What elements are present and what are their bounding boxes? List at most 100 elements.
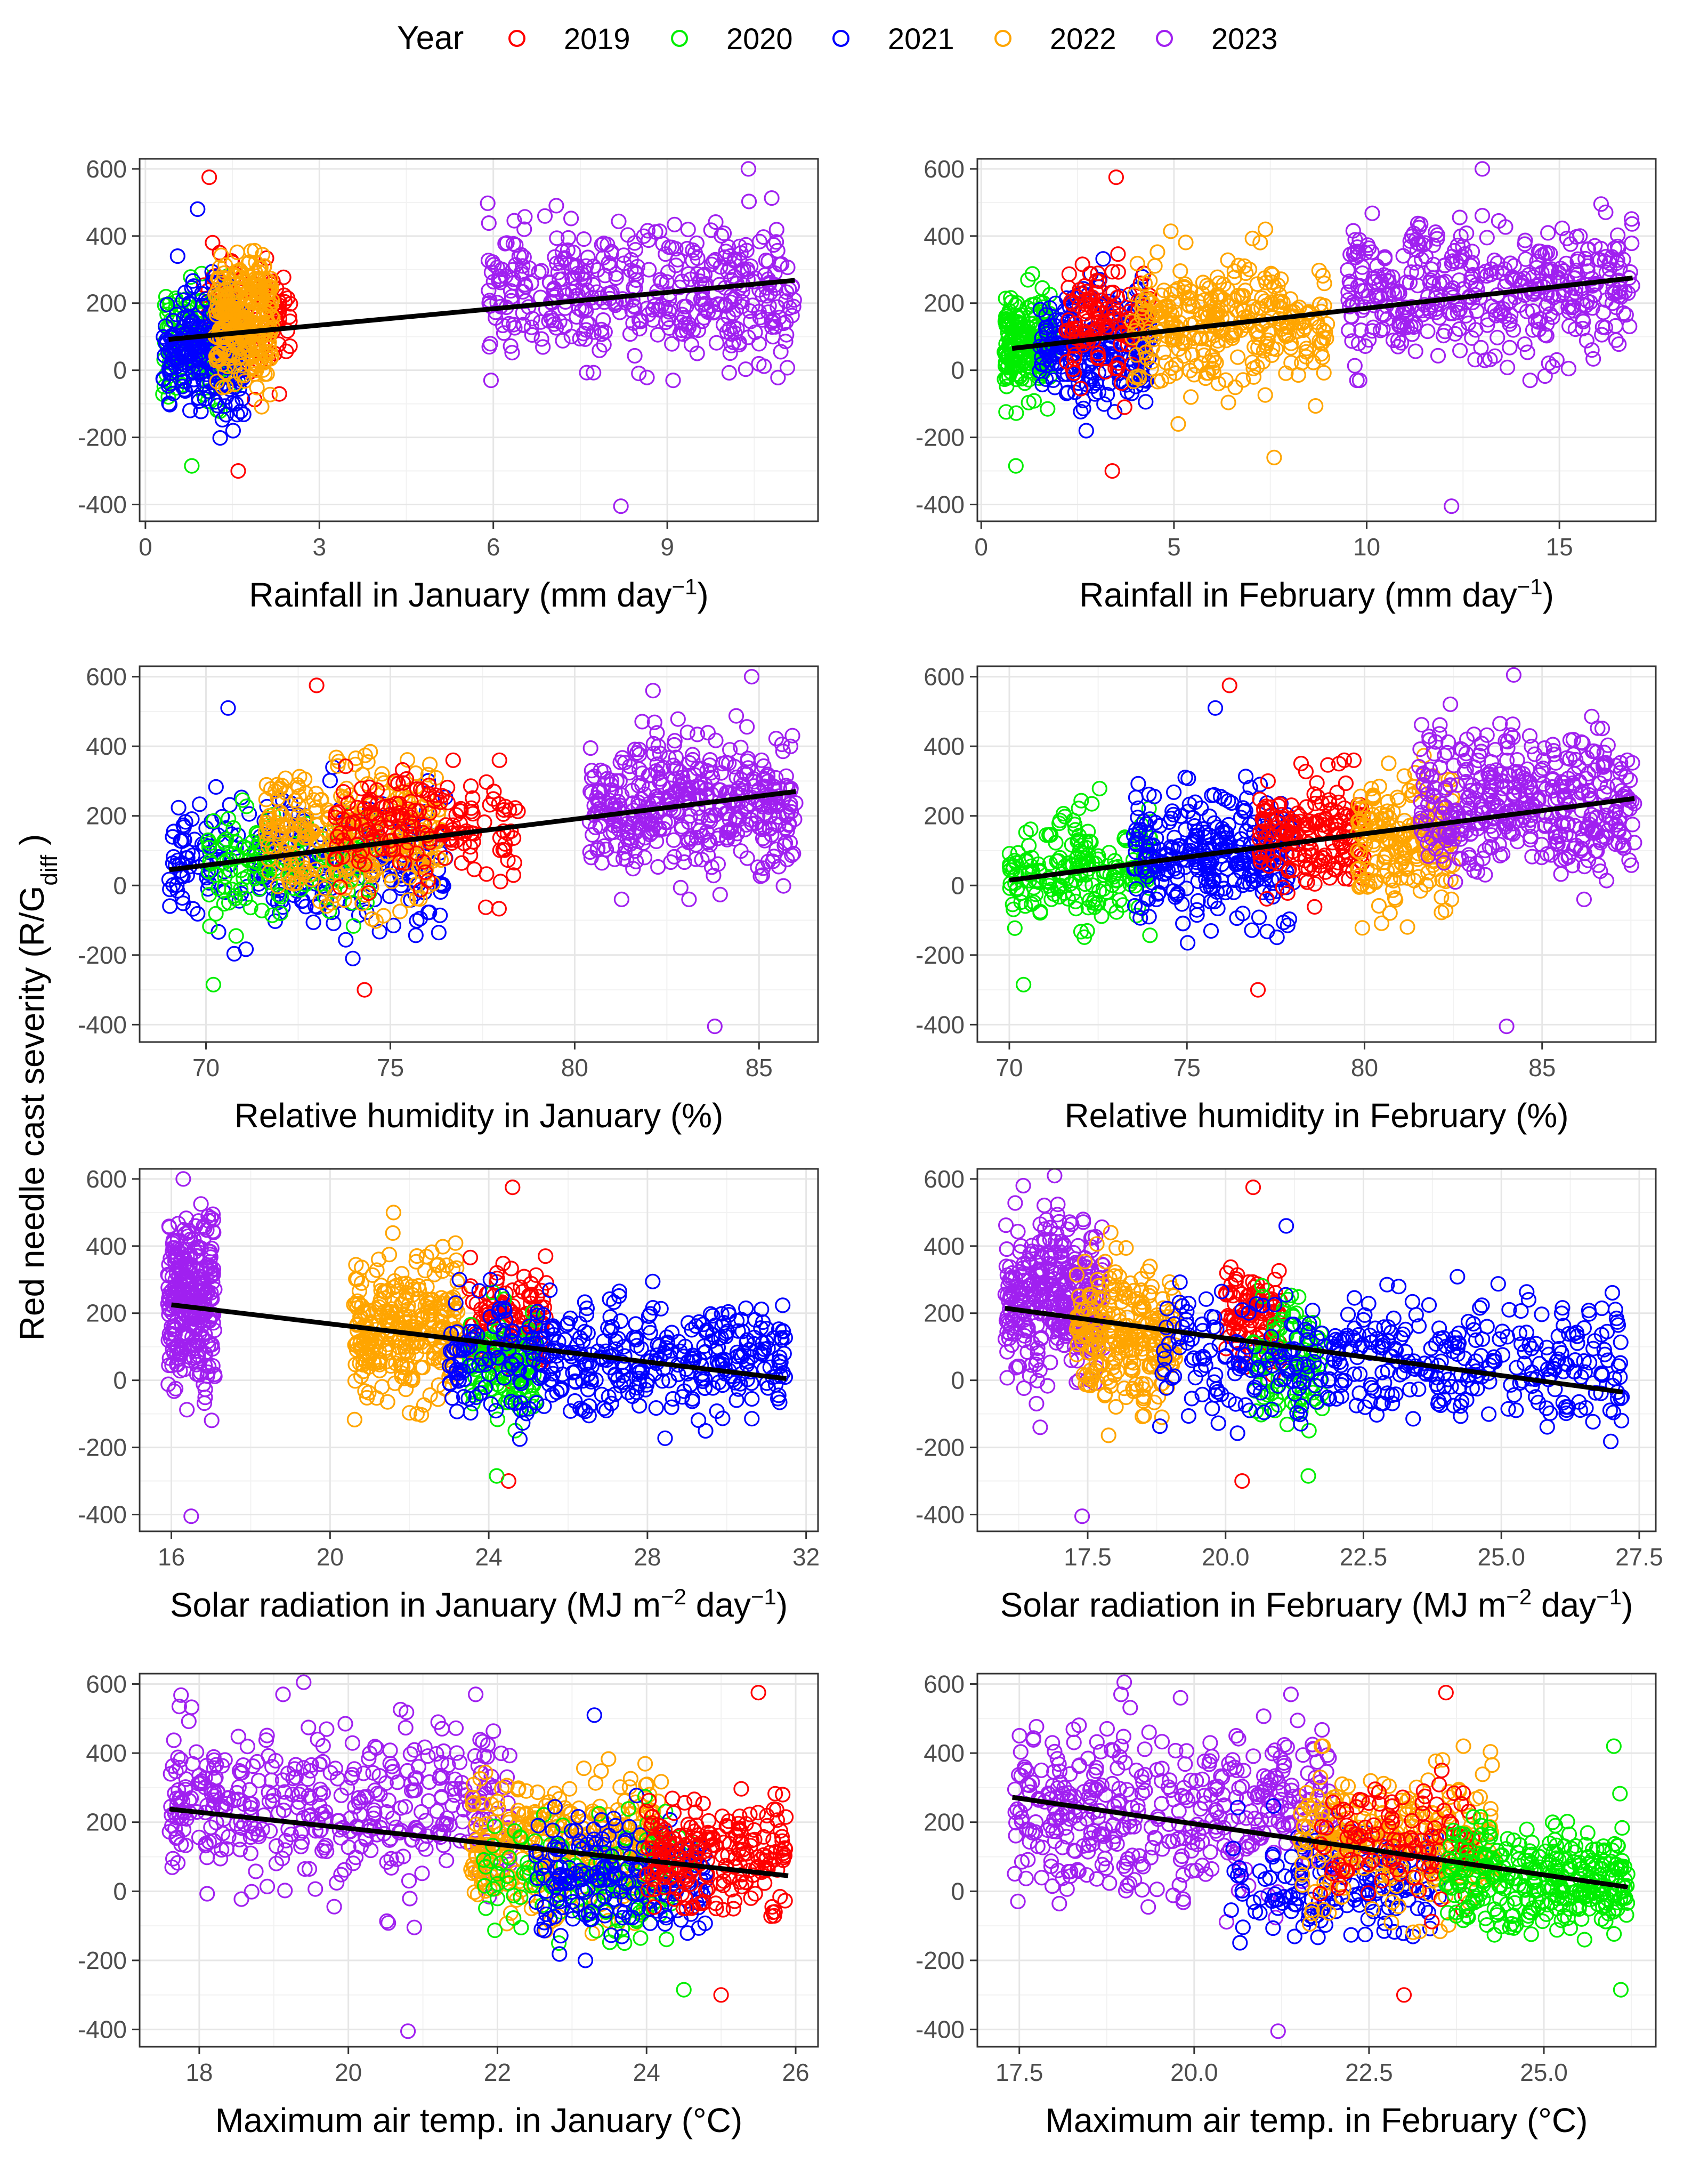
data-point (1147, 258, 1163, 274)
data-point (771, 310, 788, 326)
data-point (1134, 309, 1150, 325)
data-point (169, 877, 185, 893)
data-point (1424, 297, 1440, 313)
regression-line (1011, 276, 1633, 351)
y-tick-label: 0 (113, 357, 127, 384)
x-axis-label: Rainfall in January (mm day−1) (249, 574, 708, 615)
y-tick-label: -400 (916, 491, 965, 519)
data-point (362, 744, 378, 760)
data-point (666, 737, 682, 753)
data-point (1153, 373, 1169, 389)
data-point (517, 209, 533, 225)
data-point (1418, 850, 1434, 866)
data-point (586, 259, 602, 274)
data-point (631, 365, 647, 382)
data-point (1380, 286, 1396, 302)
data-point (420, 873, 436, 889)
data-point (218, 407, 234, 423)
data-point (187, 343, 203, 360)
data-point (1422, 873, 1438, 889)
data-point (271, 804, 287, 820)
data-point (261, 334, 277, 350)
data-point (1068, 900, 1084, 917)
data-point (1203, 923, 1219, 939)
data-point (1298, 872, 1314, 888)
data-point (680, 221, 696, 238)
data-point (1002, 862, 1018, 878)
outlier-point (201, 169, 217, 185)
y-tick-label: 600 (86, 663, 127, 691)
data-point (1128, 881, 1144, 897)
data-point (1189, 902, 1205, 918)
data-point (1047, 380, 1063, 395)
data-point (1517, 236, 1533, 252)
data-point (392, 903, 408, 919)
data-point (1073, 793, 1089, 809)
legend-label-2023: 2023 (1211, 22, 1278, 55)
data-point (650, 859, 666, 875)
data-point (503, 283, 519, 299)
data-point (1414, 717, 1430, 733)
data-point (741, 193, 757, 209)
data-point (621, 765, 637, 781)
data-point (1058, 322, 1074, 339)
data-point (357, 747, 373, 763)
data-point (681, 782, 697, 798)
data-point (1168, 365, 1184, 381)
data-point (1094, 908, 1110, 924)
data-point (1365, 270, 1381, 286)
data-point (229, 407, 245, 423)
outlier-point (1104, 463, 1120, 479)
data-point (160, 345, 176, 361)
data-point (257, 344, 273, 360)
data-point (1218, 333, 1234, 349)
data-point (497, 798, 513, 814)
data-point (316, 865, 332, 881)
data-point (657, 301, 673, 317)
data-point (374, 766, 390, 782)
data-point (1313, 346, 1329, 362)
data-point (1278, 365, 1294, 381)
data-point (505, 271, 522, 287)
data-point (1131, 370, 1147, 386)
data-point (1124, 313, 1140, 329)
data-point (1420, 323, 1436, 340)
data-point (1385, 282, 1401, 298)
data-point (1021, 394, 1037, 410)
data-point (1204, 787, 1220, 804)
data-point (200, 832, 216, 849)
data-point (363, 805, 379, 821)
data-point (1156, 282, 1172, 298)
data-point (702, 757, 718, 773)
data-point (1257, 814, 1273, 830)
data-point (1111, 355, 1127, 371)
data-point (349, 800, 366, 815)
data-point (613, 891, 630, 908)
data-point (295, 866, 312, 882)
data-point (209, 373, 225, 390)
data-point (597, 324, 613, 340)
data-point (417, 864, 433, 881)
data-point (465, 790, 481, 806)
data-point (755, 771, 771, 787)
data-point (1211, 275, 1227, 291)
data-point (726, 758, 743, 775)
data-point (1129, 255, 1145, 272)
data-point (1084, 796, 1100, 812)
panel-border (139, 665, 819, 1043)
data-point (257, 366, 273, 382)
data-point (611, 821, 627, 837)
data-point (628, 272, 644, 288)
data-point (309, 833, 325, 849)
data-point (1517, 336, 1533, 352)
data-point (1307, 795, 1323, 812)
data-point (728, 302, 744, 318)
data-point (555, 333, 571, 349)
data-point (1260, 332, 1276, 349)
data-point (703, 222, 719, 238)
data-point (1432, 717, 1448, 733)
data-point (294, 893, 310, 909)
data-point (232, 403, 249, 419)
data-point (999, 369, 1015, 385)
